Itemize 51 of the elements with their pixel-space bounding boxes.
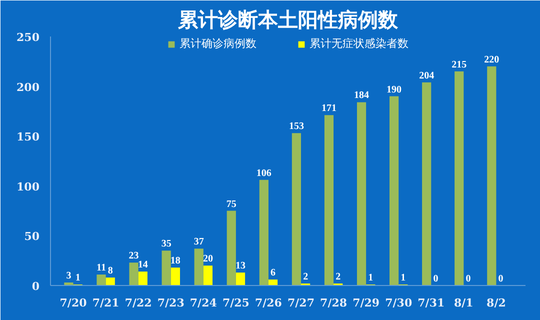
y-tick-label: 100 — [16, 180, 40, 194]
data-label: 3 — [66, 270, 72, 282]
y-tick-label: 250 — [16, 31, 40, 44]
x-tick-label: 7/20 — [60, 296, 88, 310]
data-label: 153 — [288, 121, 304, 132]
data-label: 75 — [226, 198, 236, 210]
data-label: 11 — [96, 262, 106, 274]
data-label: 37 — [194, 236, 204, 248]
data-label: 204 — [419, 70, 434, 82]
y-tick-label: 200 — [16, 80, 40, 94]
data-label: 13 — [236, 260, 246, 272]
x-tick-label: 7/25 — [222, 296, 250, 310]
data-label: 2 — [336, 272, 341, 283]
x-tick-label: 7/31 — [418, 296, 445, 310]
data-label: 18 — [170, 256, 180, 267]
x-tick-label: 7/21 — [92, 296, 120, 310]
x-tick-label: 7/27 — [288, 296, 315, 310]
x-tick-label: 7/23 — [157, 296, 184, 310]
data-label: 220 — [484, 54, 500, 66]
data-label: 215 — [452, 59, 467, 70]
data-label: 0 — [433, 274, 438, 284]
x-tick-label: 7/28 — [320, 296, 348, 310]
data-label: 1 — [75, 272, 80, 284]
x-tick-label: 7/22 — [124, 296, 152, 310]
data-label: 23 — [128, 250, 139, 262]
y-tick-label: 0 — [32, 280, 40, 293]
x-tick-label: 7/26 — [254, 296, 282, 310]
legend-label: 累计无症状感染者数 — [310, 36, 408, 51]
x-tick-label: 8/1 — [454, 296, 474, 310]
data-label: 184 — [354, 90, 370, 102]
data-label: 14 — [138, 260, 148, 271]
data-label: 6 — [270, 268, 276, 279]
data-label: 8 — [108, 266, 113, 277]
y-tick-label: 50 — [24, 230, 40, 244]
data-label: 171 — [321, 103, 336, 114]
y-tick-label: 150 — [16, 130, 40, 144]
data-label: 2 — [303, 272, 308, 283]
chart-title: 累计诊断本土阳性病例数 — [177, 8, 399, 32]
data-label: 35 — [161, 238, 172, 250]
data-label: 1 — [400, 272, 406, 284]
x-tick-label: 8/2 — [486, 296, 506, 310]
data-label: 0 — [466, 274, 471, 284]
x-tick-label: 7/24 — [190, 296, 218, 310]
legend-label: 累计确诊病例数 — [180, 36, 256, 51]
data-label: 190 — [386, 84, 402, 96]
data-label: 20 — [202, 254, 213, 265]
x-tick-label: 7/29 — [352, 296, 380, 310]
x-tick-label: 7/30 — [385, 296, 412, 310]
data-label: 106 — [256, 168, 272, 179]
data-label: 0 — [498, 274, 504, 284]
data-label: 1 — [368, 272, 374, 284]
